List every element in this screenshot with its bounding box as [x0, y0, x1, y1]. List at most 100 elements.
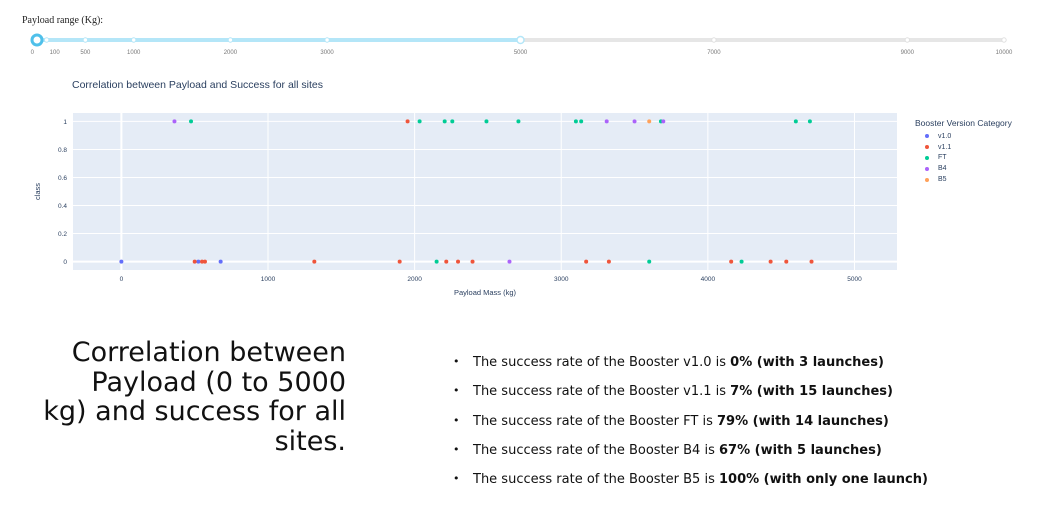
data-point-ft[interactable]: [573, 119, 578, 124]
bullet-text: The success rate of the Booster FT is: [473, 413, 717, 429]
success-rate-bullet: • The success rate of the Booster v1.1 is…: [453, 384, 928, 413]
data-point-v1-1[interactable]: [470, 259, 475, 264]
x-tick-label: 0: [120, 276, 124, 283]
data-point-b5[interactable]: [647, 119, 652, 124]
slider-mark-dot: [324, 37, 330, 43]
bullet-text: The success rate of the Booster B5 is: [473, 472, 719, 488]
y-tick-label: 0.8: [58, 147, 67, 154]
data-point-v1-1[interactable]: [444, 259, 449, 264]
payload-range-slider[interactable]: 0 100 500 1000 2000 3000 5000 7000 9000 10000: [0, 28, 1037, 58]
bullet-text: The success rate of the Booster B4 is: [473, 442, 719, 458]
data-point-b4[interactable]: [172, 119, 177, 124]
bullet-icon: •: [453, 442, 460, 456]
y-tick-label: 0.6: [58, 175, 67, 182]
data-point-ft[interactable]: [484, 119, 489, 124]
legend-title: Booster Version Category: [915, 118, 1012, 128]
slider-mark-dot: [227, 37, 234, 43]
data-point-v1-1[interactable]: [405, 119, 410, 124]
legend-label: FT: [938, 154, 947, 162]
data-point-ft[interactable]: [579, 119, 584, 124]
data-point-v1-1[interactable]: [202, 259, 207, 264]
y-tick-label: 1: [63, 119, 67, 126]
data-point-v1-1[interactable]: [456, 259, 461, 264]
bullet-rate: 100% (with only one launch): [718, 472, 928, 488]
data-point-ft[interactable]: [417, 119, 422, 124]
data-point-ft[interactable]: [647, 259, 652, 264]
data-point-v1-0[interactable]: [119, 259, 124, 264]
success-rate-bullet: • The success rate of the Booster FT is 7…: [453, 414, 928, 443]
data-point-b4[interactable]: [507, 259, 512, 264]
data-point-v1-1[interactable]: [192, 259, 197, 264]
legend-marker: [925, 155, 929, 160]
legend-item-b5[interactable]: B5: [915, 174, 1012, 185]
data-point-b4[interactable]: [661, 119, 666, 124]
legend-marker: [925, 166, 929, 171]
slide-title: Correlation between Payload (0 to 5000 k…: [43, 337, 346, 457]
legend-item-ft[interactable]: FT: [915, 153, 1012, 164]
legend-item-b4[interactable]: B4: [915, 163, 1012, 174]
data-point-ft[interactable]: [189, 119, 194, 124]
bullet-rate: 79% (with 14 launches): [716, 413, 889, 429]
bullet-icon: •: [453, 472, 460, 486]
success-rate-bullet: • The success rate of the Booster B4 is 6…: [453, 443, 928, 472]
bullet-icon: •: [453, 413, 460, 427]
slider-mark-dot: [82, 37, 89, 43]
bullet-text: The success rate of the Booster v1.0 is: [473, 355, 731, 370]
y-tick-label: 0.2: [58, 231, 67, 238]
bullet-rate: 0% (with 3 launches): [730, 355, 884, 370]
legend-label: B4: [938, 165, 947, 173]
slider-handle-high[interactable]: [516, 35, 525, 45]
slider-mark-label: 3000: [320, 50, 334, 56]
plot-area: [73, 113, 897, 270]
chart-legend: Booster Version Category v1.0 v1.1 FT B4 B5: [915, 118, 1012, 185]
bullet-icon: •: [453, 355, 460, 368]
legend-marker: [925, 145, 929, 150]
slider-mark-dot: [1001, 37, 1007, 43]
bullet-icon: •: [453, 384, 460, 398]
slider-mark-label: 5000: [514, 50, 528, 56]
data-point-v1-0[interactable]: [196, 259, 201, 264]
success-rate-bullet: • The success rate of the Booster B5 is 1…: [453, 472, 928, 501]
slider-mark-label: 100: [50, 50, 61, 56]
data-point-v1-1[interactable]: [397, 259, 402, 264]
legend-item-v1-1[interactable]: v1.1: [915, 142, 1012, 153]
chart-title: Correlation between Payload and Success …: [72, 79, 323, 91]
bullet-text: The success rate of the Booster v1.1 is: [473, 384, 731, 400]
bullet-rate: 7% (with 15 launches): [730, 384, 893, 400]
data-point-ft[interactable]: [739, 259, 744, 264]
data-point-v1-1[interactable]: [584, 259, 589, 264]
legend-item-v1-0[interactable]: v1.0: [915, 131, 1012, 142]
slider-mark-dot: [711, 37, 717, 43]
slider-mark-dot: [904, 37, 910, 43]
success-rate-bullet: • The success rate of the Booster v1.0 is…: [453, 355, 928, 384]
y-tick-label: 0.4: [58, 203, 67, 210]
data-point-v1-1[interactable]: [200, 259, 205, 264]
data-point-ft[interactable]: [516, 119, 521, 124]
slider-mark-label: 10000: [996, 50, 1013, 56]
bullet-rate: 67% (with 5 launches): [718, 442, 882, 458]
x-axis-title: Payload Mass (kg): [454, 288, 517, 297]
data-point-v1-1[interactable]: [729, 259, 734, 264]
slider-handle-low[interactable]: [30, 33, 44, 47]
scatter-chart[interactable]: 0 0.2 0.4 0.6 0.8 1 0 1000 2000 3000 4000 5000 Paylo…: [0, 105, 910, 300]
data-point-ft[interactable]: [434, 259, 439, 264]
data-point-v1-1[interactable]: [809, 259, 814, 264]
x-tick-label: 3000: [554, 276, 569, 283]
data-point-ft[interactable]: [450, 119, 455, 124]
slider-mark-label: 7000: [707, 50, 721, 56]
data-point-ft[interactable]: [793, 119, 798, 124]
data-point-v1-1[interactable]: [768, 259, 773, 264]
data-point-v1-1[interactable]: [606, 259, 611, 264]
data-point-b4[interactable]: [632, 119, 637, 124]
x-tick-label: 1000: [261, 276, 276, 283]
data-point-v1-1[interactable]: [312, 259, 317, 264]
legend-marker: [925, 177, 929, 182]
data-point-ft[interactable]: [442, 119, 447, 124]
data-point-v1-1[interactable]: [784, 259, 789, 264]
data-point-b4[interactable]: [604, 119, 609, 124]
payload-range-label: Payload range (Kg):: [22, 15, 104, 26]
data-point-ft[interactable]: [807, 119, 812, 124]
data-point-v1-0[interactable]: [218, 259, 223, 264]
y-axis-title: class: [33, 183, 42, 200]
slider-mark-label: 1000: [127, 50, 141, 56]
